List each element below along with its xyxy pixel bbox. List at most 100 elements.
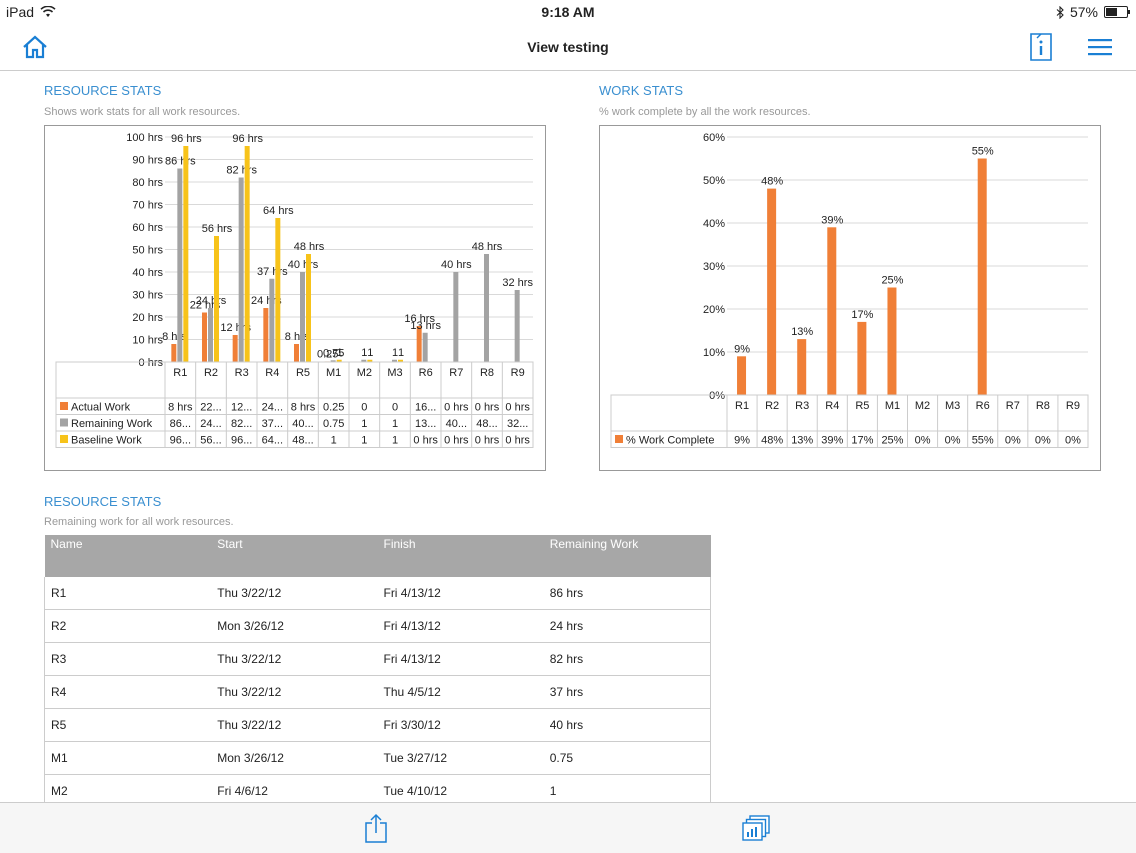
data-table-cell: 32... — [507, 418, 528, 430]
table-row[interactable]: R3 Thu 3/22/12 Fri 4/13/12 82 hrs — [44, 642, 711, 676]
data-table-cell: 0 hrs — [444, 402, 469, 414]
table-row[interactable]: M1 Mon 3/26/12 Tue 3/27/12 0.75 — [44, 741, 711, 775]
data-table-cell: 82... — [231, 418, 252, 430]
data-label: 48 hrs — [294, 241, 325, 253]
table-row[interactable]: R2 Mon 3/26/12 Fri 4/13/12 24 hrs — [44, 609, 711, 643]
bar — [208, 308, 213, 362]
bottom-toolbar — [0, 802, 1136, 853]
data-table-cell: 0% — [1005, 435, 1021, 447]
bar — [422, 332, 428, 362]
share-button[interactable] — [361, 813, 391, 843]
views-icon — [742, 815, 770, 841]
table-row[interactable]: R1 Thu 3/22/12 Fri 4/13/12 86 hrs — [44, 577, 711, 610]
data-table-cell: 0 hrs — [505, 435, 530, 447]
data-label: 25% — [881, 275, 903, 287]
table-cell: R5 — [44, 708, 212, 742]
bar — [453, 272, 459, 362]
category-label: R5 — [855, 400, 869, 412]
bar — [202, 312, 207, 362]
legend-swatch — [60, 418, 68, 427]
resource-stats-subtitle: Shows work stats for all work resources. — [44, 106, 241, 118]
table-cell: 40 hrs — [543, 708, 711, 742]
data-table-cell: 37... — [262, 418, 283, 430]
data-table-cell: 39% — [821, 435, 843, 447]
bar — [183, 146, 189, 362]
bar — [275, 218, 281, 362]
data-table-cell: 48% — [761, 435, 783, 447]
category-label: M1 — [885, 400, 900, 412]
data-label: 1 — [398, 347, 404, 359]
y-tick-label: 60 hrs — [132, 222, 163, 234]
data-label: 0.25 — [317, 348, 338, 360]
bar — [827, 227, 837, 395]
bar — [367, 359, 373, 362]
data-label: 39% — [821, 214, 843, 226]
table-cell: Thu 3/22/12 — [211, 642, 378, 676]
data-table-cell: 22... — [200, 402, 221, 414]
work-stats-chart-svg: 0% 10% 20% 30% 40% 50% 60% 9% 48% 13% 39% 17% 25% 55%… — [610, 132, 1089, 448]
data-label: 12 hrs — [220, 322, 251, 334]
page-title: View testing — [527, 39, 609, 55]
bar — [330, 360, 336, 362]
data-label: 24 hrs — [196, 295, 227, 307]
bar — [361, 359, 367, 362]
data-table-cell: 24... — [262, 402, 283, 414]
table-cell: Mon 3/26/12 — [211, 741, 378, 775]
data-label: 37 hrs — [257, 266, 288, 278]
data-table-cell: 55% — [972, 435, 994, 447]
table-row[interactable]: R4 Thu 3/22/12 Thu 4/5/12 37 hrs — [44, 675, 711, 709]
work-stats-chart: 0% 10% 20% 30% 40% 50% 60% 9% 48% 13% 39% 17% 25% 55%… — [599, 125, 1101, 471]
data-table-cell: 48... — [292, 435, 313, 447]
bar — [244, 146, 250, 362]
y-tick-label: 100 hrs — [126, 132, 163, 144]
y-tick-label: 20% — [703, 304, 725, 316]
table-header-row: Name Start Finish Remaining Work — [44, 535, 711, 577]
remaining-table-title: RESOURCE STATS — [44, 494, 162, 509]
legend-label: Actual Work — [71, 402, 131, 414]
menu-button[interactable] — [1085, 32, 1115, 62]
y-tick-label: 40% — [703, 218, 725, 230]
data-table-cell: 48... — [476, 418, 497, 430]
data-table-cell: 13% — [791, 435, 813, 447]
data-label: 96 hrs — [171, 133, 202, 145]
home-button[interactable] — [20, 32, 50, 62]
category-label: R1 — [173, 367, 187, 379]
table-cell: Thu 3/22/12 — [211, 675, 378, 709]
data-table-cell: 86... — [170, 418, 191, 430]
y-tick-label: 80 hrs — [132, 177, 163, 189]
table-cell: Fri 4/13/12 — [377, 642, 544, 676]
data-table-cell: 1 — [392, 435, 398, 447]
info-button[interactable] — [1026, 32, 1056, 62]
views-button[interactable] — [741, 813, 771, 843]
data-table-cell: 0.25 — [323, 402, 344, 414]
menu-icon — [1088, 39, 1112, 56]
data-table-cell: 56... — [200, 435, 221, 447]
data-table-cell: 17% — [851, 435, 873, 447]
bar — [269, 278, 275, 362]
bar — [336, 359, 342, 362]
data-table-cell: 1 — [361, 418, 367, 430]
clock: 9:18 AM — [541, 4, 595, 20]
category-label: R7 — [449, 367, 463, 379]
bar — [797, 339, 807, 395]
data-table-cell: 0 hrs — [475, 435, 500, 447]
work-stats-title: WORK STATS — [599, 83, 684, 98]
bar — [263, 308, 269, 362]
table-cell: Thu 3/22/12 — [211, 708, 378, 742]
battery-icon — [1104, 6, 1130, 18]
y-tick-label: 60% — [703, 132, 725, 144]
table-cell: R2 — [44, 609, 212, 643]
y-tick-label: 50 hrs — [132, 245, 163, 257]
table-row[interactable]: R5 Thu 3/22/12 Fri 3/30/12 40 hrs — [44, 708, 711, 742]
column-header: Name — [44, 535, 212, 577]
carrier-label: iPad — [6, 4, 35, 20]
bar — [514, 290, 520, 362]
data-table-cell: 0 hrs — [444, 435, 469, 447]
data-label: 1 — [361, 347, 367, 359]
info-icon — [1030, 33, 1052, 61]
data-label: 17% — [851, 309, 873, 321]
table-cell: 86 hrs — [543, 577, 711, 610]
legend-swatch — [60, 402, 68, 410]
nav-bar: View testing — [0, 24, 1136, 71]
bar — [177, 168, 183, 362]
